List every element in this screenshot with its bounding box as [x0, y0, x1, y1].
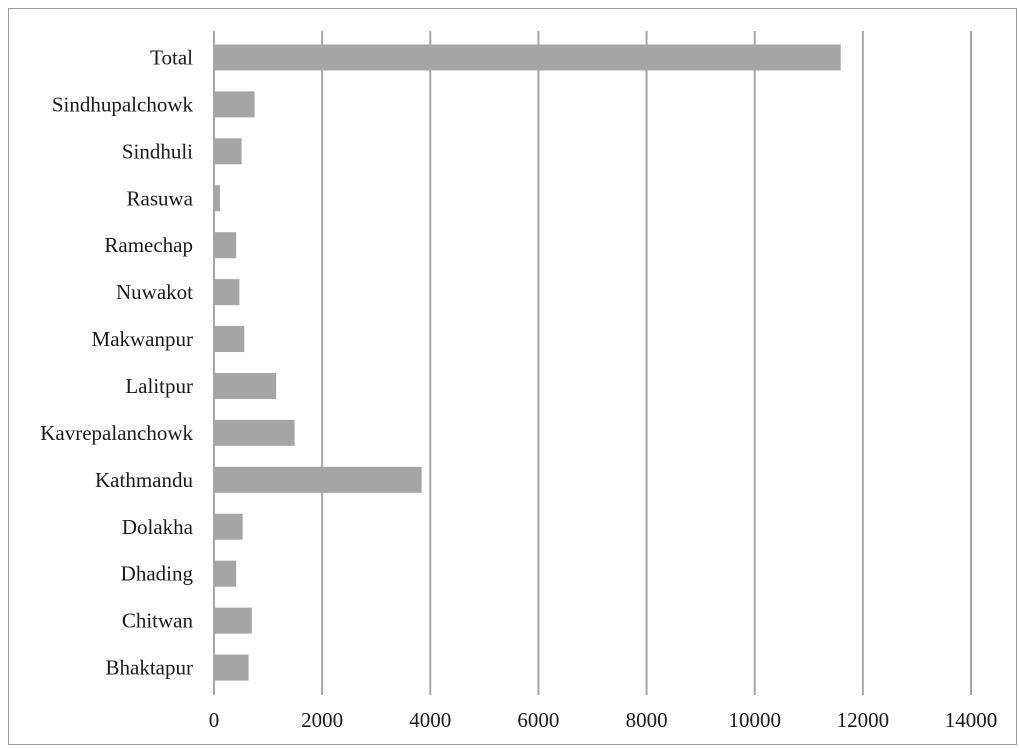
- chart-frame: Bhaktapur Chitwan Dhading Dolakha Kathmandu K…: [8, 8, 1017, 745]
- x-tick-label: 14000: [945, 708, 998, 732]
- bar-total: [214, 44, 841, 71]
- bar-makwanpur: [214, 326, 245, 353]
- x-tick-label: 4000: [409, 708, 451, 732]
- bar-dhading: [214, 560, 237, 587]
- bar-nuwakot: [214, 279, 240, 306]
- category-label: Kathmandu: [95, 468, 193, 492]
- x-tick-labels: 0 2000 4000 6000 8000 10000 12000 14000: [209, 708, 998, 732]
- x-tick-label: 12000: [837, 708, 890, 732]
- category-label: Rasuwa: [127, 186, 194, 210]
- category-label: Kavrepalanchowk: [40, 421, 193, 445]
- bar-chitwan: [214, 607, 252, 634]
- x-tick-label: 0: [209, 708, 220, 732]
- bar-sindhuli: [214, 138, 242, 165]
- bar-chart: Bhaktapur Chitwan Dhading Dolakha Kathmandu K…: [40, 31, 998, 732]
- category-label: Lalitpur: [125, 374, 193, 398]
- category-label: Makwanpur: [92, 327, 193, 351]
- bar-rasuwa: [214, 185, 220, 212]
- category-label: Dhading: [121, 562, 194, 586]
- x-tick-label: 6000: [517, 708, 559, 732]
- bar-kavrepalanchowk: [214, 419, 295, 446]
- bar-lalitpur: [214, 372, 277, 399]
- x-tick-label: 8000: [626, 708, 668, 732]
- category-label: Dolakha: [122, 515, 194, 539]
- category-labels: Bhaktapur Chitwan Dhading Dolakha Kathmandu K…: [40, 45, 193, 679]
- category-label: Bhaktapur: [106, 656, 193, 680]
- category-label: Total: [150, 45, 193, 69]
- category-label: Chitwan: [122, 609, 194, 633]
- bar-dolakha: [214, 513, 243, 540]
- category-label: Nuwakot: [116, 280, 193, 304]
- bars: [214, 44, 841, 681]
- x-tick-label: 2000: [301, 708, 343, 732]
- grid-lines: [213, 31, 972, 695]
- bar-bhaktapur: [214, 654, 249, 681]
- bar-kathmandu: [214, 466, 422, 493]
- category-label: Sindhuli: [122, 139, 193, 163]
- x-tick-label: 10000: [728, 708, 781, 732]
- category-label: Sindhupalchowk: [52, 92, 194, 116]
- bar-ramechap: [214, 232, 237, 259]
- bar-sindhupalchowk: [214, 91, 255, 118]
- category-label: Ramechap: [104, 233, 193, 257]
